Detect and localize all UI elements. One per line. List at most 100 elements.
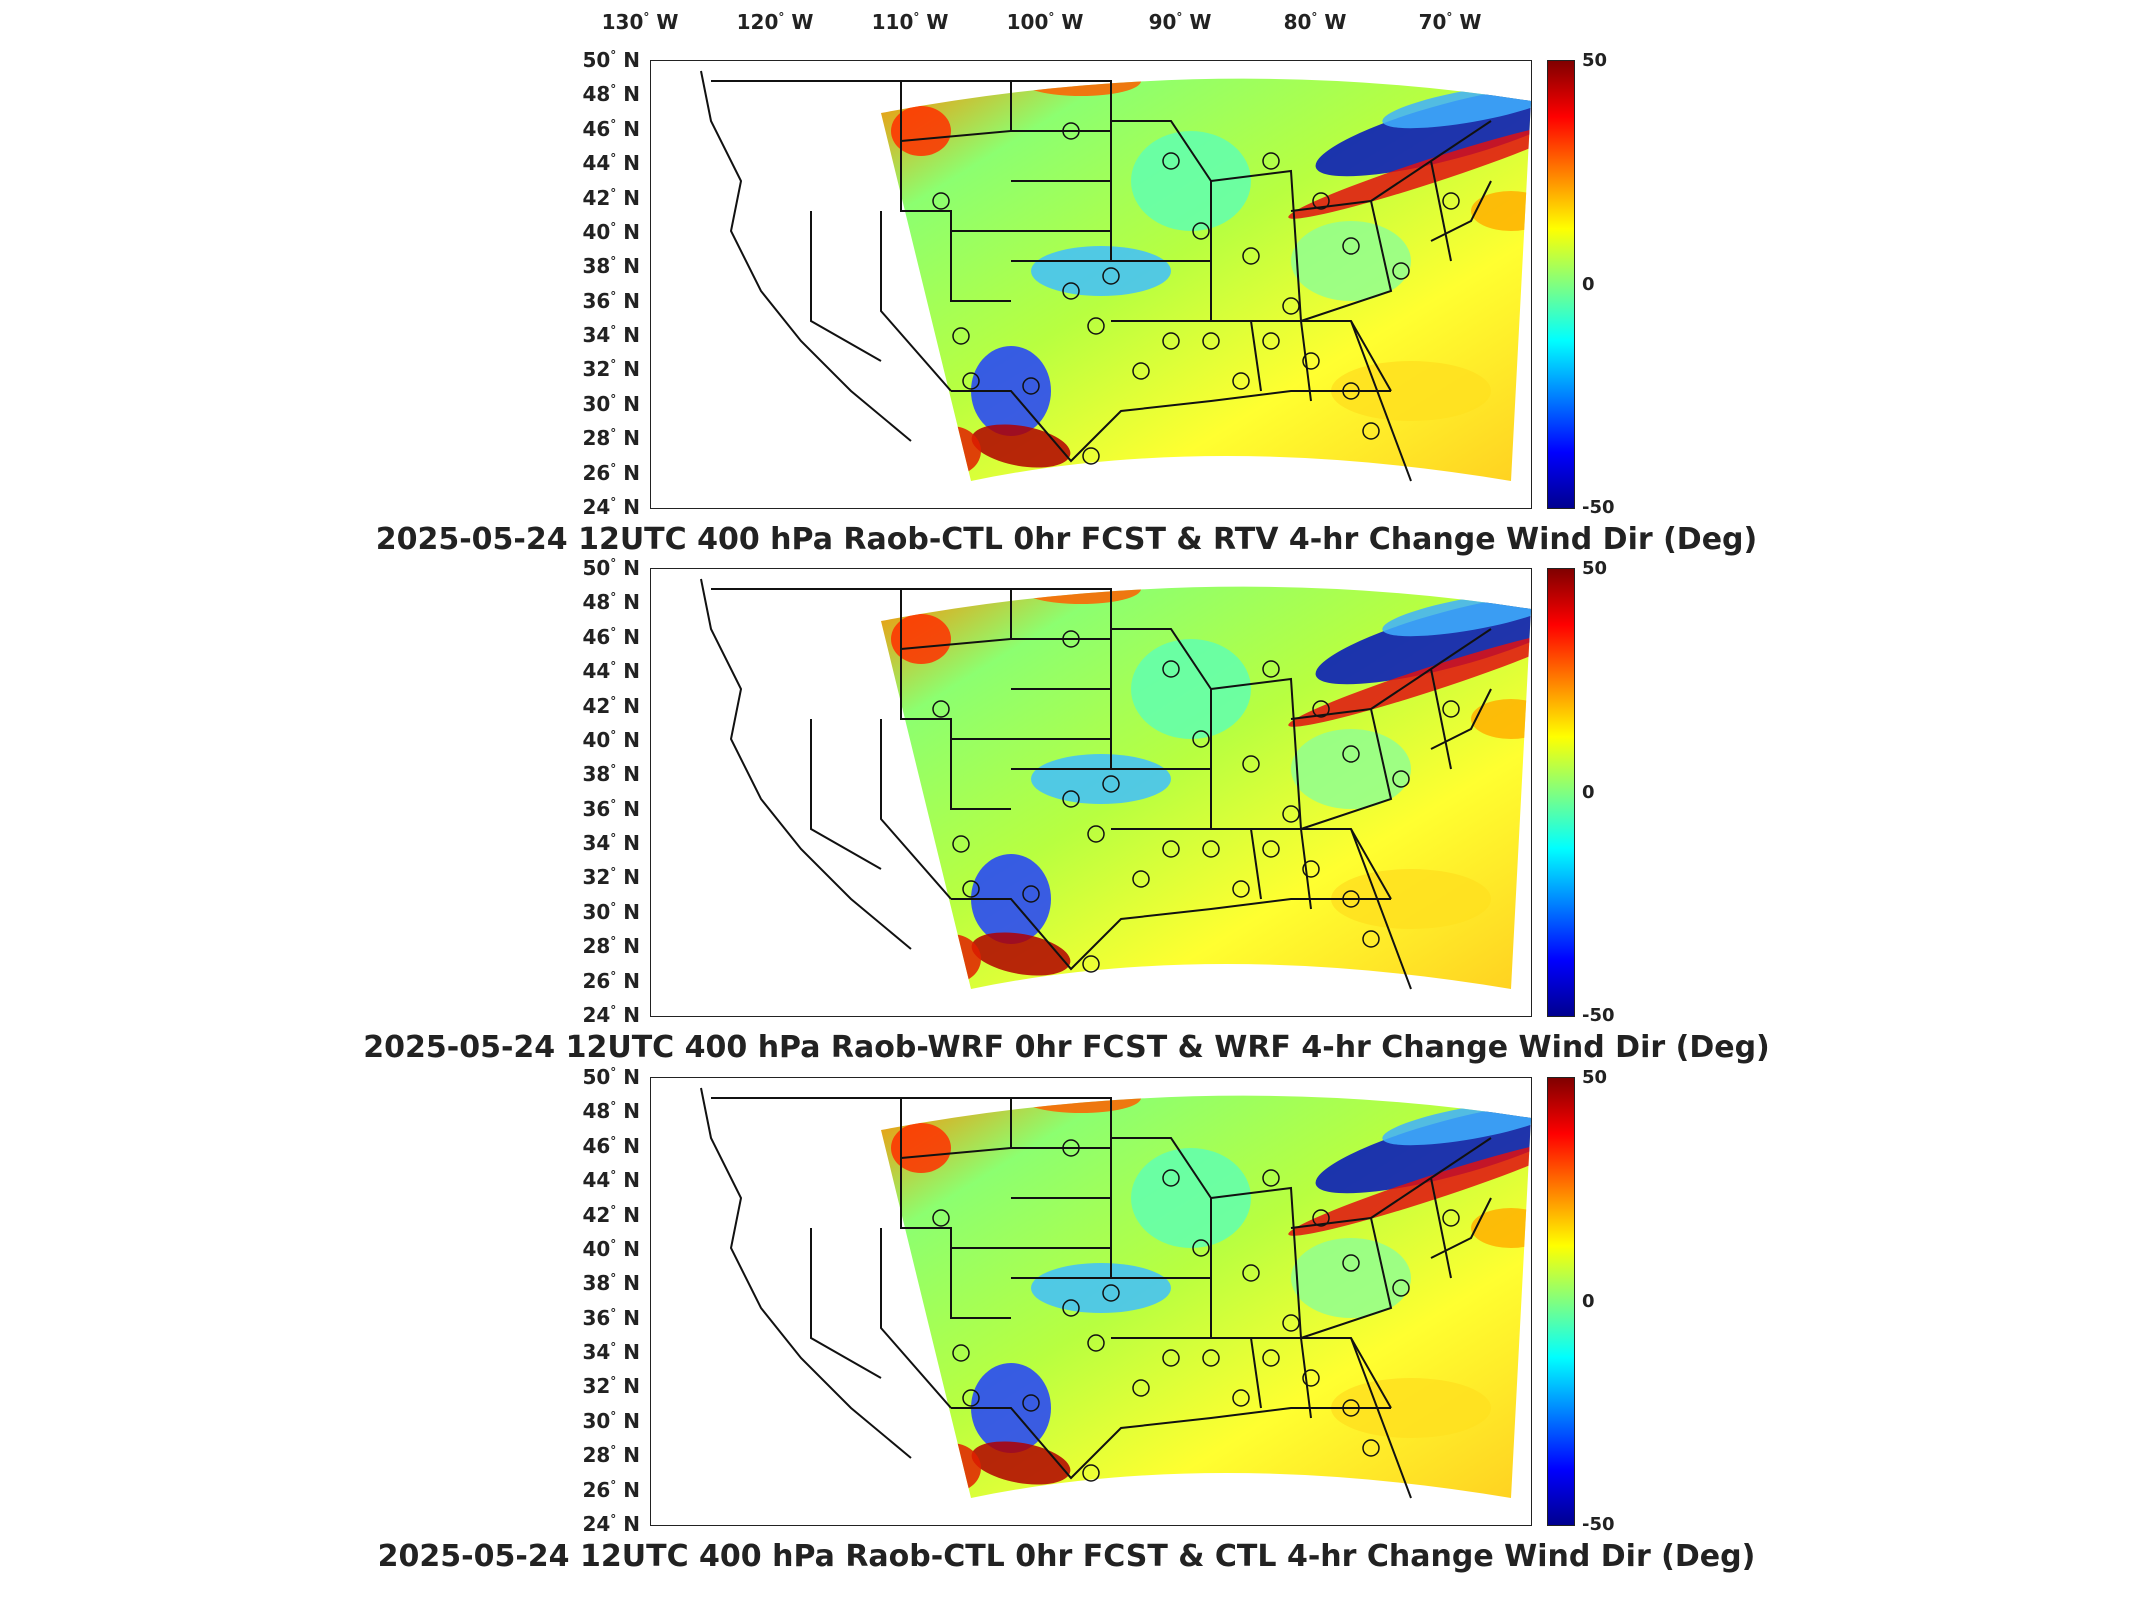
raob-station-marker	[1062, 122, 1080, 140]
raob-station-marker	[1232, 1389, 1250, 1407]
lon-label: 110° W	[871, 10, 949, 34]
raob-station-marker	[1242, 755, 1260, 773]
raob-station-marker	[1082, 1464, 1100, 1482]
raob-station-marker	[1342, 1254, 1360, 1272]
colorbar	[1547, 60, 1575, 509]
lat-label: 50° N	[582, 1065, 640, 1089]
lat-label: 36° N	[582, 796, 640, 821]
raob-station-marker	[1312, 192, 1330, 210]
raob-station-marker	[932, 1209, 950, 1227]
lat-label: 30° N	[582, 391, 640, 416]
lon-label: 90° W	[1148, 10, 1212, 34]
lat-label: 44° N	[582, 151, 640, 176]
raob-station-marker	[1302, 352, 1320, 370]
raob-station-marker	[1062, 790, 1080, 808]
wind-direction-map	[650, 1077, 1532, 1526]
raob-station-marker	[1442, 192, 1460, 210]
raob-station-marker	[1192, 1239, 1210, 1257]
lat-label: 48° N	[582, 1099, 640, 1124]
raob-station-marker	[1312, 1209, 1330, 1227]
raob-station-marker	[1087, 317, 1105, 335]
longitude-axis: 130° W 120° W 110° W 100° W 90° W 80° W 70° W	[0, 0, 2133, 40]
wind-direction-map	[650, 568, 1532, 1017]
raob-station-marker	[1192, 730, 1210, 748]
raob-station-marker	[1262, 1169, 1280, 1187]
wind-direction-map	[650, 60, 1532, 509]
raob-station-marker	[1262, 840, 1280, 858]
raob-station-marker	[932, 700, 950, 718]
raob-station-marker	[1262, 660, 1280, 678]
colorbar-tick-label: 0	[1582, 781, 1595, 803]
raob-station-marker	[1082, 955, 1100, 973]
raob-station-marker	[1312, 700, 1330, 718]
lat-label: 44° N	[582, 659, 640, 684]
colorbar-tick-label: 0	[1582, 273, 1595, 295]
lat-label: 50° N	[582, 48, 640, 72]
raob-station-marker	[1442, 700, 1460, 718]
lat-label: 46° N	[582, 116, 640, 141]
colorbar	[1547, 568, 1575, 1017]
colorbar	[1547, 1077, 1575, 1526]
lat-label: 48° N	[582, 82, 640, 107]
lat-label: 42° N	[582, 1202, 640, 1227]
raob-station-marker	[1087, 1334, 1105, 1352]
colorbar-tick-label: -50	[1582, 497, 1615, 518]
lat-label: 50° N	[582, 556, 640, 580]
raob-station-marker	[1242, 247, 1260, 265]
raob-station-marker	[1062, 1139, 1080, 1157]
raob-station-marker	[1162, 840, 1180, 858]
lat-label: 42° N	[582, 185, 640, 210]
raob-station-marker	[1282, 1314, 1300, 1332]
lat-label: 28° N	[582, 1443, 640, 1468]
lat-label: 48° N	[582, 590, 640, 615]
raob-station-marker	[1062, 630, 1080, 648]
raob-station-marker	[1202, 332, 1220, 350]
raob-station-marker	[1132, 870, 1150, 888]
lat-label: 40° N	[582, 727, 640, 752]
lat-label: 32° N	[582, 1374, 640, 1399]
colorbar-tick-label: 0	[1582, 1290, 1595, 1312]
raob-station-marker	[1162, 660, 1180, 678]
lat-label: 32° N	[582, 357, 640, 382]
raob-station-marker	[1342, 890, 1360, 908]
lat-label: 24° N	[582, 1003, 640, 1027]
raob-station-marker	[952, 327, 970, 345]
colorbar-tick-label: 50	[1582, 1067, 1608, 1088]
lat-label: 26° N	[582, 460, 640, 485]
raob-station-marker	[962, 1389, 980, 1407]
raob-station-marker	[952, 1344, 970, 1362]
lat-label: 28° N	[582, 934, 640, 959]
lat-label: 46° N	[582, 1133, 640, 1158]
raob-station-marker	[1162, 1169, 1180, 1187]
raob-station-marker	[1342, 745, 1360, 763]
raob-station-marker	[962, 372, 980, 390]
raob-station-marker	[1392, 770, 1410, 788]
raob-station-marker	[1202, 840, 1220, 858]
colorbar-tick-label: -50	[1582, 1005, 1615, 1026]
lat-label: 26° N	[582, 1477, 640, 1502]
raob-station-marker	[1132, 1379, 1150, 1397]
lon-label: 100° W	[1006, 10, 1084, 34]
colorbar-tick-label: 50	[1582, 558, 1608, 579]
raob-station-marker	[962, 880, 980, 898]
raob-station-marker	[1132, 362, 1150, 380]
lat-label: 28° N	[582, 426, 640, 451]
raob-station-marker	[1242, 1264, 1260, 1282]
panel-title: 2025-05-24 12UTC 400 hPa Raob-CTL 0hr FC…	[375, 522, 1758, 557]
raob-station-marker	[1202, 1349, 1220, 1367]
raob-station-marker	[1102, 775, 1120, 793]
raob-station-marker	[1192, 222, 1210, 240]
raob-station-marker	[1102, 1284, 1120, 1302]
colorbar-tick-label: -50	[1582, 1514, 1615, 1535]
raob-station-marker	[952, 835, 970, 853]
raob-station-marker	[1442, 1209, 1460, 1227]
raob-station-marker	[1162, 152, 1180, 170]
raob-station-marker	[1362, 930, 1380, 948]
lat-label: 38° N	[582, 1271, 640, 1296]
raob-station-marker	[1087, 825, 1105, 843]
raob-station-marker	[1232, 372, 1250, 390]
lon-label: 80° W	[1283, 10, 1347, 34]
raob-station-marker	[1362, 422, 1380, 440]
raob-station-marker	[1022, 1394, 1040, 1412]
lat-label: 26° N	[582, 968, 640, 993]
